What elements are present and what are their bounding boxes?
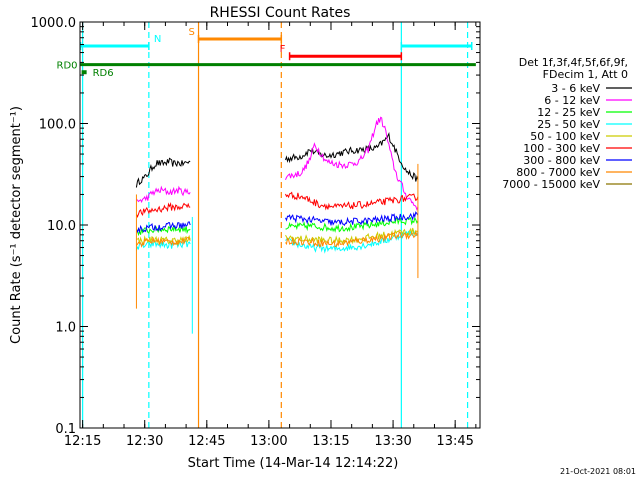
series-line-300-800-kev <box>285 211 419 227</box>
series-line-100-300-kev <box>285 191 419 211</box>
x-tick-label: 12:15 <box>64 434 101 449</box>
series-line-3-6-kev <box>285 132 419 182</box>
legend-entry-800-7000-kev: 800 - 7000 keV <box>516 166 600 179</box>
y-axis-label: Count Rate (s⁻¹ detector segment⁻¹) <box>9 106 24 344</box>
legend-entry-25-50-kev: 25 - 50 keV <box>537 118 600 131</box>
series-line-6-12-kev <box>136 185 191 204</box>
y-tick-label: 1000.0 <box>31 16 77 31</box>
legend-entry-7000-15000-kev: 7000 - 15000 keV <box>502 178 600 191</box>
series-line-100-300-kev <box>135 202 191 218</box>
x-tick-label: 13:30 <box>374 434 411 449</box>
series-line-800-7000-kev <box>135 236 191 248</box>
y-tick-label: 100.0 <box>39 118 76 133</box>
legend-entry-50-100-kev: 50 - 100 keV <box>530 130 600 143</box>
legend-entry-3-6-kev: 3 - 6 keV <box>551 82 600 95</box>
x-tick-label: 13:00 <box>250 434 287 449</box>
series-line-50-100-kev <box>136 234 191 246</box>
y-tick-label: 10.0 <box>47 219 76 234</box>
x-tick-label: 13:15 <box>312 434 349 449</box>
legend-header: FDecim 1, Att 0 <box>543 68 628 81</box>
legend-entry-100-300-kev: 100 - 300 keV <box>523 142 600 155</box>
rd-marker <box>81 70 87 75</box>
x-tick-label: 12:45 <box>188 434 225 449</box>
series-line-3-6-kev <box>135 157 191 188</box>
axes-layer: 12:15 12:30 12:45 13:00 13:15 13:30 13:45 0.1 1.… <box>31 16 480 449</box>
legend-entry-6-12-kev: 6 - 12 keV <box>544 94 600 107</box>
x-tick-label: 12:30 <box>126 434 163 449</box>
x-axis-label: Start Time (14-Mar-14 12:14:22) <box>188 456 399 471</box>
generated-timestamp: 21-Oct-2021 08:01 <box>560 467 636 476</box>
y-tick-label: 0.1 <box>55 422 76 437</box>
legend-entry-12-25-kev: 12 - 25 keV <box>537 106 600 119</box>
rd-marker-label: RD6 <box>93 68 114 79</box>
legend-header: Det 1f,3f,4f,5f,6f,9f, <box>519 56 628 69</box>
plot-data-layer: N S F RD0 RD6 <box>57 22 476 428</box>
x-tick-label: 13:45 <box>436 434 473 449</box>
series-line-300-800-kev <box>135 221 191 234</box>
series-line-50-100-kev <box>285 227 419 246</box>
chart-title: RHESSI Count Rates <box>210 5 351 21</box>
state-bar-label: N <box>154 34 161 45</box>
series-line-800-7000-kev <box>285 229 419 248</box>
y-tick-label: 1.0 <box>55 321 76 336</box>
series-line-12-25-kev <box>285 216 419 233</box>
state-bar-label: S <box>189 27 195 38</box>
legend: Det 1f,3f,4f,5f,6f,9f,FDecim 1, Att 03 -… <box>502 56 632 191</box>
rd-bar-label: RD0 <box>57 61 78 72</box>
state-bar-label: F <box>280 44 286 55</box>
series-line-12-25-kev <box>135 225 191 237</box>
series-line-25-50-kev <box>135 239 191 251</box>
series-line-6-12-kev <box>285 116 419 211</box>
plot-frame <box>79 21 481 429</box>
legend-entry-300-800-kev: 300 - 800 keV <box>523 154 600 167</box>
